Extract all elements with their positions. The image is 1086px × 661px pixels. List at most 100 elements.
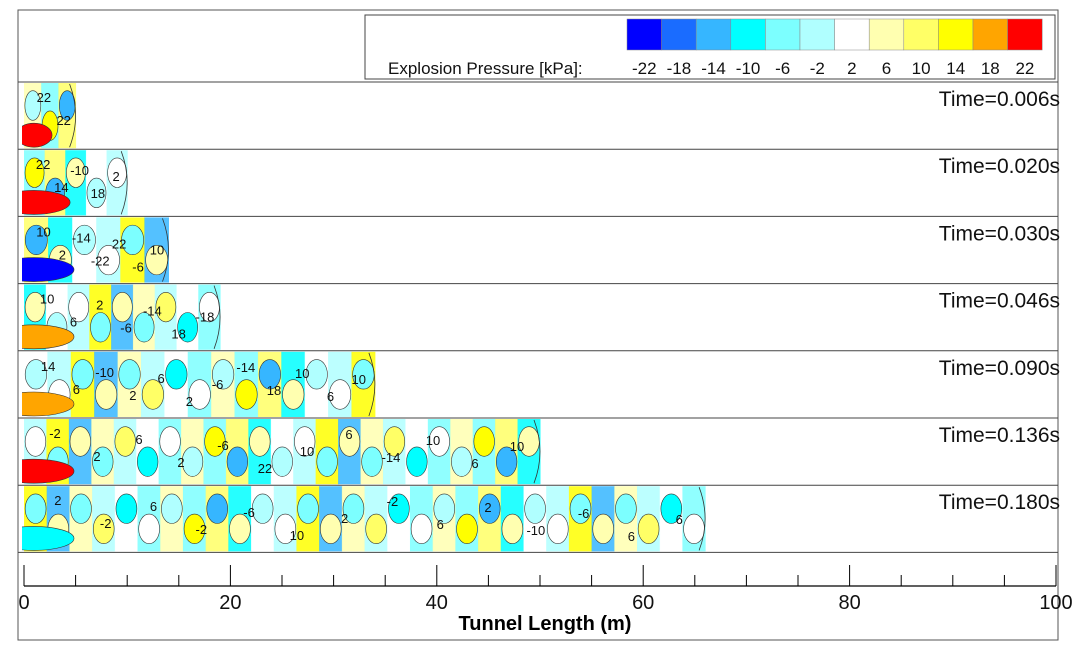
pressure-contour [22, 526, 75, 551]
contour-label: 2 [129, 388, 136, 403]
pressure-contour [24, 157, 45, 188]
pressure-contour [24, 224, 48, 256]
contour-label: 18 [267, 383, 281, 398]
contour-label: 2 [96, 298, 103, 313]
panel-time-label: Time=0.006s [939, 88, 1060, 111]
contour-label: 10 [352, 372, 366, 387]
pressure-contour [637, 513, 660, 544]
x-tick-label: 0 [18, 592, 29, 614]
pressure-contour [181, 446, 204, 477]
pressure-contour [406, 446, 428, 477]
pressure-contour [121, 224, 144, 256]
contour-label: -14 [236, 360, 255, 375]
legend-level-label: -2 [810, 59, 825, 78]
pressure-contour [66, 157, 86, 188]
contour-label: -22 [91, 253, 110, 268]
contour-label: -6 [120, 321, 132, 336]
pressure-contour [524, 493, 546, 524]
panel-time-label: Time=0.020s [939, 155, 1060, 178]
legend-level-label: 22 [1015, 59, 1034, 78]
pressure-contour [249, 426, 271, 457]
x-tick-label: 60 [632, 592, 654, 614]
contour-label: -14 [382, 450, 401, 465]
legend-swatch [1007, 18, 1043, 51]
contour-label: 6 [437, 517, 444, 532]
pressure-contour [365, 513, 387, 544]
pressure-contour [118, 359, 141, 390]
legend-level-label: -14 [701, 59, 726, 78]
pressure-contour [22, 391, 75, 417]
legend-swatch [903, 18, 939, 51]
contour-label: 22 [258, 461, 272, 476]
contour-label: 6 [135, 432, 142, 447]
contour-label: 6 [628, 529, 635, 544]
contour-label: 6 [327, 389, 334, 404]
legend-swatch [695, 18, 732, 51]
pressure-contour [258, 359, 281, 390]
contour-label: -18 [196, 310, 215, 325]
contour-label: -6 [243, 505, 255, 520]
legend-level-label: -22 [632, 59, 657, 78]
contour-label: -6 [578, 506, 590, 521]
pressure-contour [473, 426, 495, 457]
pressure-contour [229, 513, 251, 544]
contour-label: 14 [41, 359, 55, 374]
pressure-contour [478, 493, 501, 524]
pressure-contour [115, 493, 138, 524]
legend-title: Explosion Pressure [kPa]: [388, 59, 583, 78]
panel-time-label: Time=0.030s [939, 222, 1060, 245]
contour-label: 10 [150, 242, 164, 257]
legend: Explosion Pressure [kPa]: -22 -18 -14 -10 -6… [364, 14, 1056, 80]
pressure-contour [22, 458, 75, 484]
contour-label: 10 [300, 444, 314, 459]
x-tick-label: 80 [838, 592, 860, 614]
pressure-contour [137, 446, 159, 477]
pressure-contour [320, 513, 342, 544]
legend-swatch [661, 18, 697, 51]
contour-label: 6 [471, 456, 478, 471]
time-panel: 2 -2 6 -2 -6 10 2 -2 6 2 -10 -6 6 6 [22, 486, 706, 552]
x-tick-label: 40 [426, 592, 448, 614]
contour-label: -10 [526, 523, 545, 538]
legend-level-label: 14 [946, 59, 965, 78]
x-tick-label: 20 [219, 592, 241, 614]
legend-swatch [938, 18, 974, 51]
time-panel: -2 2 6 2 -6 22 10 6 -14 10 6 10 [22, 419, 541, 485]
contour-label: 2 [177, 455, 184, 470]
pressure-contour [24, 90, 42, 121]
contour-label: -2 [195, 522, 207, 537]
pressure-contour [328, 379, 352, 410]
panel-time-label: Time=0.136s [939, 424, 1060, 447]
contour-label: 2 [59, 247, 66, 262]
legend-swatch [834, 18, 870, 51]
legend-level-label: 6 [882, 59, 891, 78]
contour-label: -10 [95, 365, 114, 380]
wave-front [533, 419, 541, 484]
contour-label: 6 [157, 371, 164, 386]
pressure-contour [22, 324, 75, 350]
pressure-contour [428, 426, 450, 457]
pressure-contour [282, 379, 305, 410]
pressure-contour [95, 379, 118, 410]
pressure-contour [683, 513, 705, 544]
pressure-contour [24, 359, 47, 390]
pressure-contour [92, 513, 115, 544]
panel-time-label: Time=0.046s [939, 290, 1060, 313]
pressure-contour [86, 177, 107, 208]
pressure-contour [660, 493, 683, 524]
contour-label: -10 [70, 163, 89, 178]
wave-front [120, 151, 128, 215]
pressure-contour [316, 446, 338, 477]
contour-label: 2 [93, 449, 100, 464]
panel-time-label: Time=0.180s [939, 491, 1060, 514]
contour-label: 2 [186, 394, 193, 409]
wave-front [698, 487, 706, 551]
panel-time-label: Time=0.090s [939, 357, 1060, 380]
contour-label: -6 [217, 438, 229, 453]
legend-swatch [972, 18, 1008, 51]
pressure-contour [206, 493, 228, 524]
contour-label: -14 [143, 304, 162, 319]
